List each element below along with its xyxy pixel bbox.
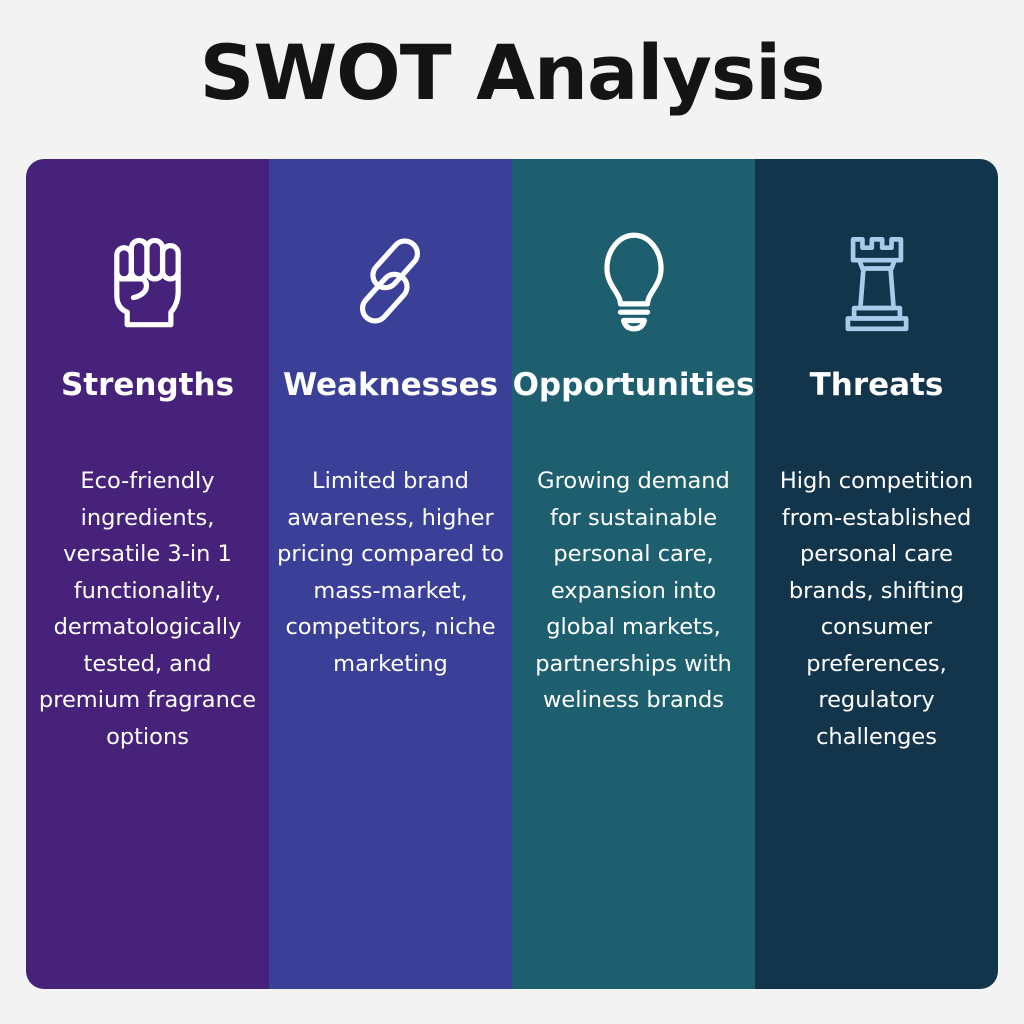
threats-text: High competition from-established person… [779,468,974,750]
weaknesses-heading: Weaknesses [282,367,499,403]
weaknesses-column: Weaknesses Limited brand awareness, high… [269,159,512,989]
strengths-heading: Strengths [60,367,235,403]
strengths-column: Strengths Eco-friendly ingredients, vers… [26,159,269,989]
opportunities-text: Growing demand for sustainable personal … [535,468,732,713]
fist-icon [26,229,269,333]
rook-icon [755,229,998,333]
chain-link-icon [269,229,512,333]
threats-column: Threats High competition from-establishe… [755,159,998,989]
strengths-text: Eco-friendly ingredients, versatile 3-in… [38,468,257,750]
swot-board: Strengths Eco-friendly ingredients, vers… [26,159,998,989]
weaknesses-text: Limited brand awareness, higher pricing … [277,468,504,677]
page-title: SWOT Analysis [199,28,826,117]
lightbulb-icon [512,229,755,333]
opportunities-column: Opportunities Growing demand for sustain… [512,159,755,989]
threats-heading: Threats [809,367,944,403]
opportunities-heading: Opportunities [512,367,755,403]
